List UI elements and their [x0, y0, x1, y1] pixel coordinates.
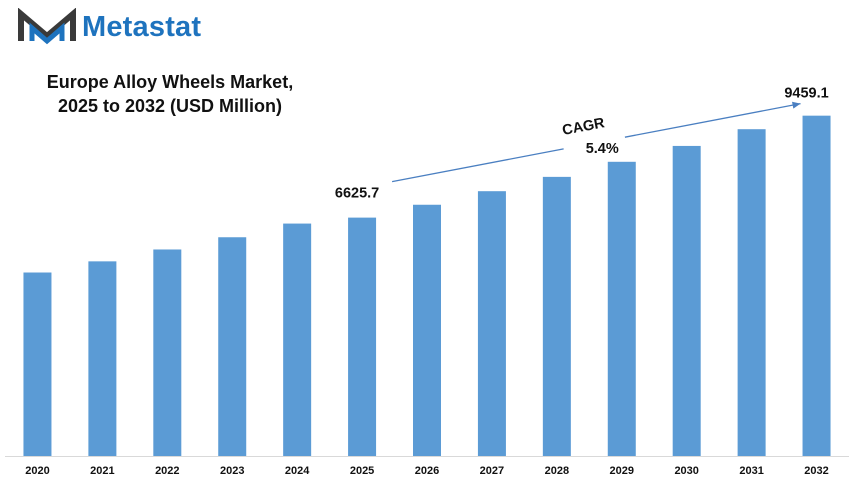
cagr-label: CAGR — [561, 115, 606, 139]
bar-2028 — [542, 176, 571, 457]
bar-2024 — [283, 223, 312, 456]
x-tick-label-2031: 2031 — [739, 465, 763, 477]
x-tick-label-2032: 2032 — [804, 465, 828, 477]
metastat-logo-icon — [18, 8, 76, 45]
x-tick-label-2021: 2021 — [90, 465, 114, 477]
x-tick-label-2028: 2028 — [545, 465, 569, 477]
x-tick-label-2024: 2024 — [285, 465, 310, 477]
bar-2020 — [23, 272, 52, 456]
x-tick-label-2030: 2030 — [674, 465, 698, 477]
x-tick-label-2027: 2027 — [480, 465, 504, 477]
bar-2022 — [153, 249, 182, 456]
x-tick-label-2022: 2022 — [155, 465, 179, 477]
data-label-2032: 9459.1 — [784, 86, 828, 102]
chart-title-line-2: 2025 to 2032 (USD Million) — [57, 96, 283, 116]
cagr-arrow-segment-1 — [391, 148, 564, 183]
cagr-arrow-head — [792, 101, 801, 109]
bar-2029 — [607, 161, 636, 456]
cagr-value: 5.4% — [586, 141, 619, 157]
bar-2025 — [348, 217, 377, 456]
x-tick-label-2025: 2025 — [350, 465, 374, 477]
x-tick-label-2029: 2029 — [610, 465, 634, 477]
brand-name: Metastat — [82, 10, 202, 43]
bar-2026 — [413, 204, 441, 456]
brand-logo: Metastat — [18, 8, 201, 46]
chart-title: Europe Alloy Wheels Market, 2025 to 2032… — [20, 70, 320, 118]
bar-2021 — [88, 261, 117, 456]
x-tick-label-2020: 2020 — [25, 465, 49, 477]
cagr-arrow-segment-2 — [624, 103, 801, 138]
data-label-2025: 6625.7 — [335, 186, 379, 202]
x-tick-label-2023: 2023 — [220, 465, 244, 477]
bar-2031 — [737, 129, 766, 456]
x-tick-label-2026: 2026 — [415, 465, 439, 477]
bar-2030 — [672, 145, 701, 456]
chart-title-line-1: Europe Alloy Wheels Market, — [46, 72, 294, 92]
bar-2027 — [477, 191, 506, 456]
bar-2023 — [218, 237, 247, 456]
bar-2032 — [802, 115, 831, 457]
